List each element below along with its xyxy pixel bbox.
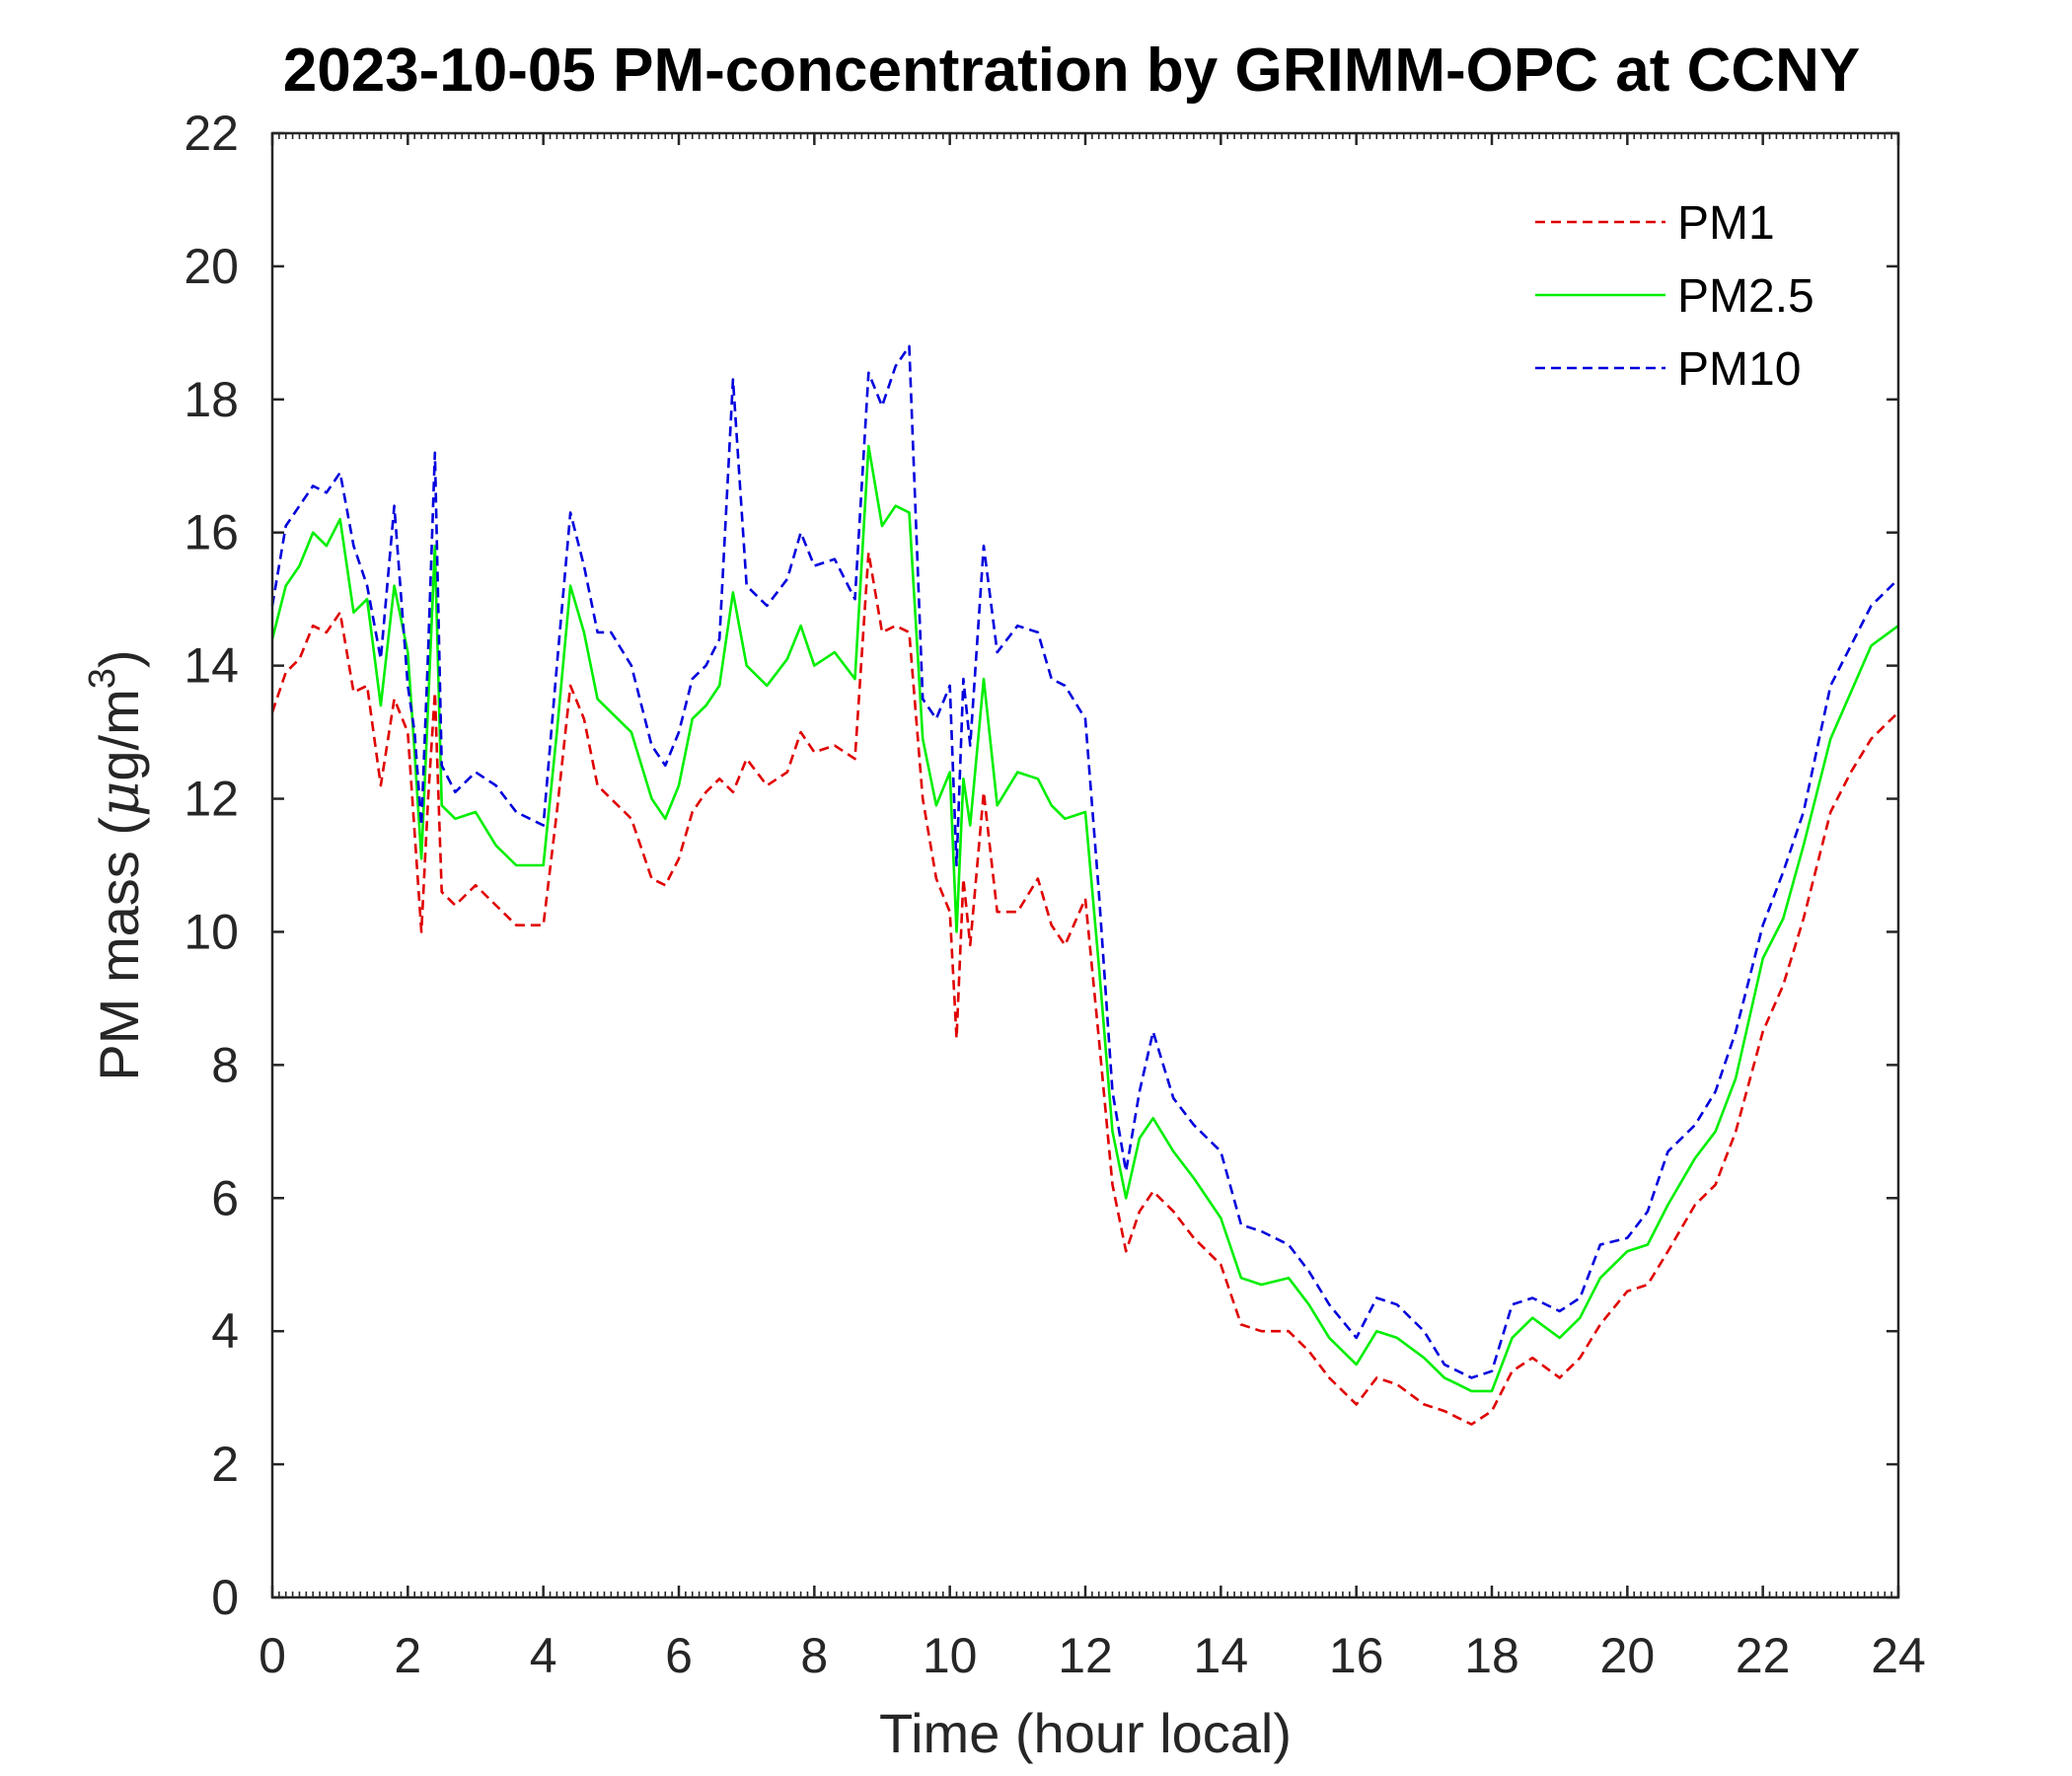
y-axis-label-main: PM mass ( bbox=[88, 817, 150, 1081]
x-tick-label: 6 bbox=[665, 1628, 693, 1683]
y-tick-label: 14 bbox=[184, 638, 239, 694]
y-tick-label: 20 bbox=[184, 239, 239, 294]
y-tick-label: 2 bbox=[211, 1437, 239, 1492]
y-axis-label-mu: μ bbox=[88, 781, 152, 817]
x-tick-label: 22 bbox=[1736, 1628, 1791, 1683]
x-tick-label: 16 bbox=[1329, 1628, 1384, 1683]
chart-title: 2023-10-05 PM-concentration by GRIMM-OPC… bbox=[283, 37, 1861, 105]
x-tick-label: 2 bbox=[394, 1628, 421, 1683]
x-tick-label: 0 bbox=[259, 1628, 286, 1683]
y-axis-label-sup: 3 bbox=[82, 668, 123, 689]
y-tick-label: 16 bbox=[184, 505, 239, 560]
legend-label: PM10 bbox=[1677, 343, 1801, 396]
y-axis-label-close: ) bbox=[88, 649, 150, 668]
y-tick-label: 22 bbox=[184, 106, 239, 161]
x-tick-label: 8 bbox=[800, 1628, 828, 1683]
x-tick-label: 4 bbox=[530, 1628, 557, 1683]
x-tick-labels: 0 2 4 6 8 10 12 14 16 18 20 22 24 bbox=[259, 1628, 1926, 1683]
series-line-pm10 bbox=[270, 344, 1899, 1379]
y-tick-label: 6 bbox=[211, 1170, 239, 1225]
series-line-pm2-5 bbox=[270, 444, 1899, 1393]
legend-label: PM1 bbox=[1677, 197, 1775, 250]
y-tick-label: 0 bbox=[211, 1570, 239, 1625]
y-tick-label: 18 bbox=[184, 372, 239, 427]
x-axis-label: Time (hour local) bbox=[879, 1702, 1292, 1764]
y-tick-label: 12 bbox=[184, 772, 239, 827]
legend: PM1 PM2.5 PM10 bbox=[1535, 197, 1814, 396]
y-tick-label: 10 bbox=[184, 904, 239, 959]
axis-ticks bbox=[270, 131, 1900, 1599]
y-tick-label: 8 bbox=[211, 1037, 239, 1092]
legend-label: PM2.5 bbox=[1677, 270, 1814, 323]
y-axis-label: PM mass (μg/m3) bbox=[82, 649, 152, 1080]
x-tick-label: 18 bbox=[1464, 1628, 1519, 1683]
plot-area bbox=[270, 344, 1899, 1426]
x-tick-label: 14 bbox=[1194, 1628, 1249, 1683]
x-tick-label: 12 bbox=[1058, 1628, 1113, 1683]
y-axis-label-unit: g/m bbox=[88, 689, 150, 780]
x-tick-label: 20 bbox=[1600, 1628, 1656, 1683]
x-tick-label: 24 bbox=[1871, 1628, 1926, 1683]
y-tick-label: 4 bbox=[211, 1303, 239, 1359]
x-tick-label: 10 bbox=[923, 1628, 978, 1683]
y-tick-labels: 0 2 4 6 8 10 12 14 16 18 20 22 bbox=[184, 106, 239, 1625]
series-line-pm1 bbox=[270, 551, 1899, 1426]
